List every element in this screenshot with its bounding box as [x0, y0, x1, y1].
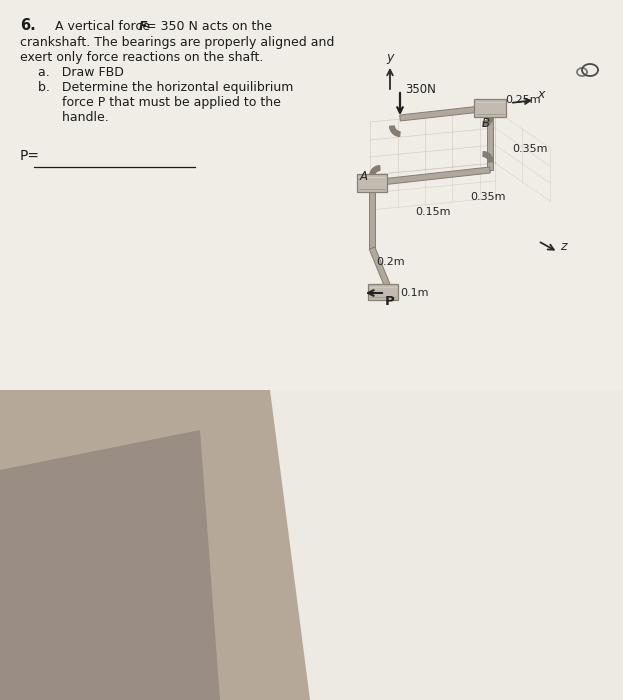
Polygon shape — [369, 175, 374, 176]
Polygon shape — [389, 127, 394, 128]
Polygon shape — [488, 116, 493, 117]
Polygon shape — [485, 152, 487, 157]
Polygon shape — [488, 157, 493, 160]
Polygon shape — [389, 126, 394, 127]
Polygon shape — [484, 152, 486, 157]
Polygon shape — [487, 156, 492, 160]
Polygon shape — [488, 161, 493, 162]
Polygon shape — [487, 108, 493, 170]
Text: 0.25m: 0.25m — [505, 95, 541, 105]
Text: P=: P= — [20, 149, 40, 163]
Polygon shape — [486, 153, 490, 158]
Text: 0.1m: 0.1m — [400, 288, 429, 298]
Polygon shape — [372, 167, 490, 186]
Polygon shape — [487, 118, 492, 122]
Text: 0.35m: 0.35m — [470, 192, 505, 202]
Bar — [0, 0, 623, 390]
Text: handle.: handle. — [38, 111, 109, 124]
Polygon shape — [371, 170, 376, 174]
Polygon shape — [391, 129, 396, 132]
Polygon shape — [488, 117, 493, 119]
Polygon shape — [390, 127, 395, 129]
Polygon shape — [369, 183, 375, 248]
Text: B: B — [482, 117, 490, 130]
Polygon shape — [368, 284, 398, 300]
Polygon shape — [391, 128, 396, 131]
Polygon shape — [0, 430, 220, 700]
Polygon shape — [374, 167, 378, 172]
Polygon shape — [379, 165, 380, 171]
Polygon shape — [483, 121, 485, 127]
Text: z: z — [560, 240, 566, 253]
Polygon shape — [375, 167, 378, 172]
Text: force P that must be applied to the: force P that must be applied to the — [38, 96, 281, 109]
Text: 6.: 6. — [20, 18, 36, 33]
Polygon shape — [399, 132, 400, 136]
Polygon shape — [397, 131, 399, 136]
Polygon shape — [486, 120, 489, 125]
Polygon shape — [377, 166, 379, 171]
Text: P: P — [385, 295, 395, 308]
Polygon shape — [488, 118, 493, 121]
Text: b.   Determine the horizontal equilibrium: b. Determine the horizontal equilibrium — [38, 81, 293, 94]
Polygon shape — [484, 121, 486, 126]
Polygon shape — [483, 151, 484, 157]
Polygon shape — [485, 121, 487, 126]
Polygon shape — [488, 158, 493, 160]
Polygon shape — [395, 131, 398, 136]
Polygon shape — [371, 169, 376, 173]
Polygon shape — [370, 172, 375, 174]
Text: F: F — [139, 20, 148, 33]
Polygon shape — [486, 153, 489, 158]
Polygon shape — [487, 154, 491, 158]
Polygon shape — [357, 174, 387, 192]
Polygon shape — [488, 116, 493, 118]
Polygon shape — [486, 120, 490, 125]
Text: 0.35m: 0.35m — [512, 144, 548, 154]
Polygon shape — [373, 168, 376, 172]
Polygon shape — [488, 160, 493, 162]
Polygon shape — [393, 130, 397, 134]
Text: y: y — [386, 51, 393, 64]
Polygon shape — [392, 129, 396, 133]
Polygon shape — [483, 122, 484, 127]
Text: a.   Draw FBD: a. Draw FBD — [38, 66, 124, 79]
Text: 0.2m: 0.2m — [376, 257, 404, 267]
Polygon shape — [487, 155, 492, 159]
Polygon shape — [394, 130, 397, 135]
Polygon shape — [488, 159, 493, 161]
Polygon shape — [398, 132, 399, 136]
Polygon shape — [370, 173, 375, 175]
Polygon shape — [488, 118, 493, 120]
Text: A: A — [360, 170, 368, 183]
Polygon shape — [369, 247, 392, 293]
Polygon shape — [396, 131, 399, 136]
Polygon shape — [400, 105, 490, 121]
Text: = 350 N acts on the: = 350 N acts on the — [146, 20, 272, 33]
Polygon shape — [270, 390, 623, 700]
Polygon shape — [373, 167, 377, 172]
Polygon shape — [376, 166, 378, 171]
Polygon shape — [474, 99, 506, 117]
Polygon shape — [487, 120, 491, 124]
Polygon shape — [392, 130, 396, 134]
Polygon shape — [485, 153, 488, 158]
Text: 350N: 350N — [405, 83, 436, 96]
Text: A vertical force: A vertical force — [55, 20, 154, 33]
Text: exert only force reactions on the shaft.: exert only force reactions on the shaft. — [20, 51, 264, 64]
Polygon shape — [485, 120, 488, 125]
Polygon shape — [0, 390, 310, 700]
Polygon shape — [390, 127, 395, 130]
Polygon shape — [378, 166, 379, 171]
Text: crankshaft. The bearings are properly aligned and: crankshaft. The bearings are properly al… — [20, 36, 335, 49]
Polygon shape — [487, 119, 492, 123]
Text: x: x — [537, 88, 545, 101]
Text: 0.15m: 0.15m — [415, 207, 450, 217]
Polygon shape — [483, 152, 485, 157]
Polygon shape — [371, 171, 375, 174]
Polygon shape — [369, 174, 374, 176]
